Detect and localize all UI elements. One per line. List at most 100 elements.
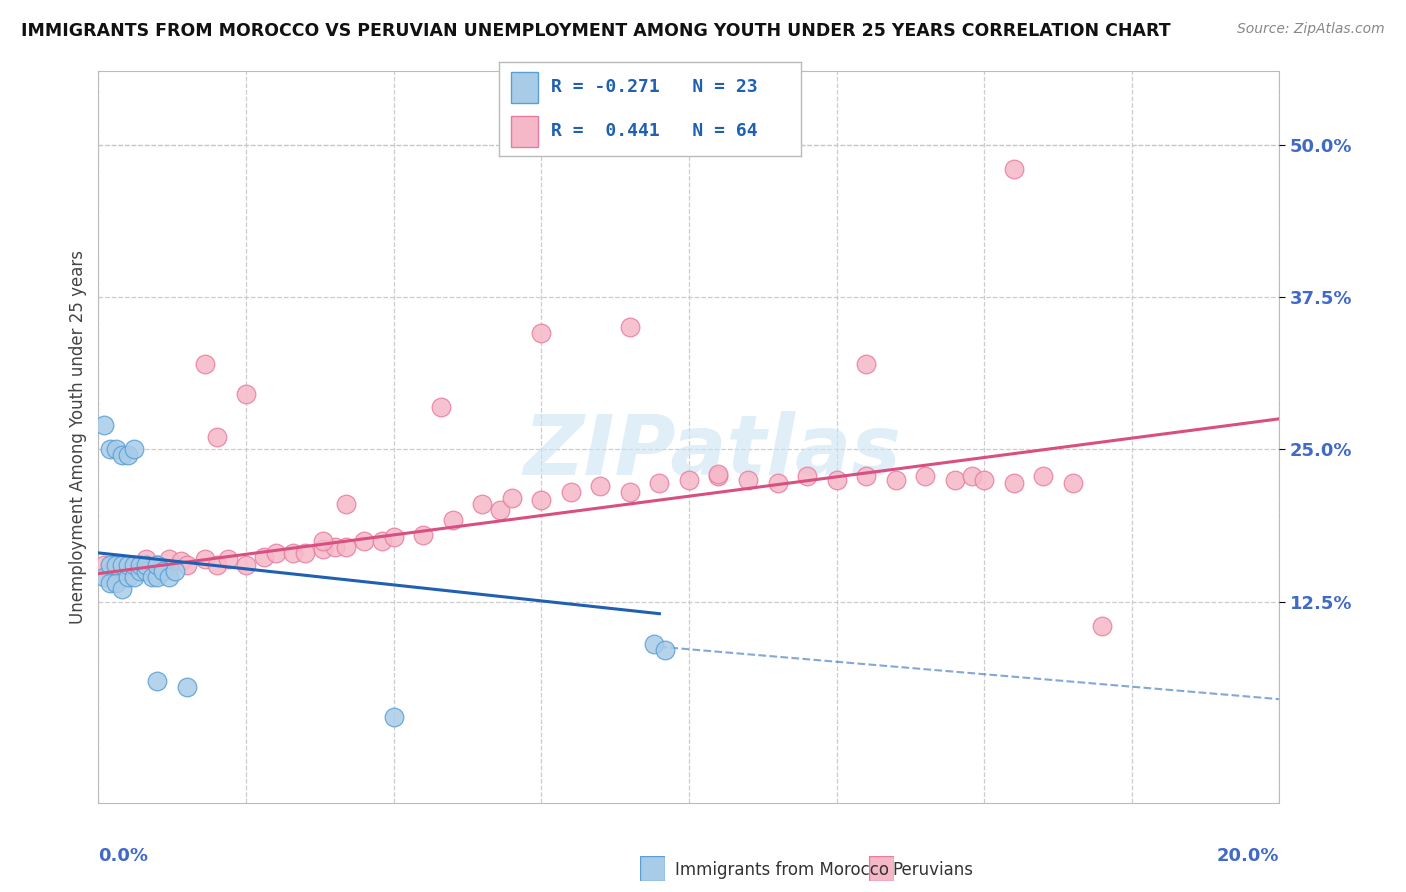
Point: [194, 357, 217, 371]
Point: [111, 558, 134, 573]
Point: [157, 570, 180, 584]
Point: [111, 449, 134, 463]
Point: [152, 564, 174, 578]
Point: [489, 503, 512, 517]
Point: [111, 582, 134, 597]
Point: [264, 546, 287, 560]
Point: [146, 558, 169, 573]
Point: [117, 570, 139, 584]
Point: [678, 473, 700, 487]
Point: [122, 442, 145, 457]
Point: [135, 552, 157, 566]
Point: [170, 554, 193, 568]
Point: [146, 673, 169, 688]
Point: [371, 533, 394, 548]
Point: [796, 469, 818, 483]
Point: [560, 485, 582, 500]
Text: R =  0.441   N = 64: R = 0.441 N = 64: [551, 122, 758, 140]
Point: [353, 533, 375, 548]
Point: [111, 564, 134, 578]
Point: [1032, 469, 1054, 483]
Point: [737, 473, 759, 487]
Point: [530, 493, 553, 508]
Point: [128, 558, 150, 573]
Point: [855, 469, 877, 483]
Point: [382, 530, 405, 544]
Point: [619, 320, 641, 334]
Point: [1002, 476, 1025, 491]
Text: 0.0%: 0.0%: [98, 847, 149, 865]
Bar: [512, 116, 538, 147]
Point: [117, 558, 139, 573]
Point: [855, 357, 877, 371]
Point: [825, 473, 848, 487]
Point: [619, 485, 641, 500]
Point: [205, 558, 228, 573]
Point: [914, 469, 936, 483]
Point: [973, 473, 995, 487]
Point: [1062, 476, 1084, 491]
Point: [441, 513, 464, 527]
Text: 20.0%: 20.0%: [1218, 847, 1279, 865]
Point: [884, 473, 907, 487]
Point: [93, 558, 115, 573]
Point: [146, 558, 169, 573]
Y-axis label: Unemployment Among Youth under 25 years: Unemployment Among Youth under 25 years: [69, 250, 87, 624]
Point: [105, 558, 128, 573]
Point: [962, 469, 984, 483]
Point: [283, 546, 305, 560]
Point: [98, 576, 121, 591]
Point: [122, 558, 145, 573]
Point: [146, 558, 169, 573]
Point: [430, 400, 453, 414]
Point: [471, 497, 494, 511]
Point: [766, 476, 789, 491]
Point: [122, 570, 145, 584]
Point: [117, 558, 139, 573]
Point: [943, 473, 966, 487]
Point: [323, 540, 346, 554]
Point: [382, 710, 405, 724]
Point: [335, 497, 357, 511]
Point: [235, 558, 257, 573]
Point: [501, 491, 523, 505]
Point: [205, 430, 228, 444]
Point: [654, 643, 676, 657]
Point: [648, 476, 671, 491]
Point: [176, 680, 198, 694]
Point: [335, 540, 357, 554]
Point: [117, 449, 139, 463]
Text: Peruvians: Peruvians: [893, 861, 974, 879]
Point: [1091, 619, 1114, 633]
Point: [141, 570, 163, 584]
Point: [93, 417, 115, 432]
Point: [217, 552, 239, 566]
Point: [312, 533, 335, 548]
Point: [93, 570, 115, 584]
Point: [235, 387, 257, 401]
Point: [294, 546, 316, 560]
Point: [643, 637, 665, 651]
Point: [157, 552, 180, 566]
Point: [105, 442, 128, 457]
Text: Immigrants from Morocco: Immigrants from Morocco: [675, 861, 889, 879]
Point: [105, 558, 128, 573]
Point: [530, 326, 553, 341]
Point: [707, 467, 730, 481]
Point: [128, 564, 150, 578]
Point: [146, 570, 169, 584]
Point: [312, 542, 335, 557]
Point: [105, 576, 128, 591]
Point: [128, 558, 150, 573]
Point: [1002, 161, 1025, 176]
Point: [98, 558, 121, 573]
Point: [253, 549, 276, 564]
Point: [194, 552, 217, 566]
Point: [707, 469, 730, 483]
Point: [165, 564, 187, 578]
Text: ZIPatlas: ZIPatlas: [523, 411, 901, 492]
Point: [176, 558, 198, 573]
Bar: [512, 72, 538, 103]
Point: [412, 527, 434, 541]
Point: [98, 442, 121, 457]
